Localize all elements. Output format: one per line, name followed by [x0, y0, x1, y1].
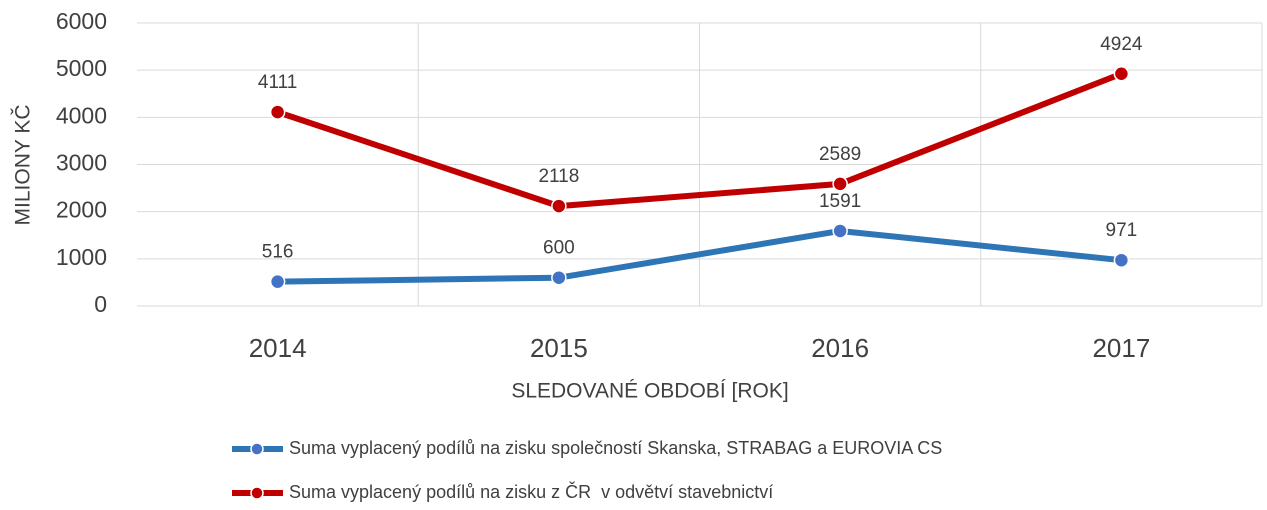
y-tick-label: 0: [94, 291, 107, 317]
data-point: [269, 104, 286, 120]
x-tick-label: 2016: [811, 333, 869, 363]
data-label: 971: [1106, 220, 1138, 241]
data-label: 2589: [819, 144, 861, 165]
data-point: [1113, 252, 1130, 268]
data-label: 516: [262, 242, 294, 263]
data-point: [832, 223, 848, 239]
y-tick-label: 4000: [56, 102, 107, 128]
data-label: 4111: [258, 72, 297, 93]
data-label: 600: [543, 238, 575, 259]
data-label: 2118: [538, 166, 579, 187]
data-point: [269, 273, 286, 290]
legend-label: Suma vyplacený podílů na zisku společnos…: [289, 438, 942, 458]
y-tick-label: 3000: [56, 150, 107, 176]
data-label: 4924: [1100, 34, 1143, 55]
y-tick-label: 2000: [56, 197, 107, 223]
data-point: [551, 269, 567, 286]
y-tick-label: 5000: [56, 55, 107, 81]
y-tick-label: 1000: [56, 244, 107, 270]
x-tick-label: 2014: [249, 333, 307, 363]
series-line: [276, 70, 1123, 210]
x-tick-label: 2015: [530, 333, 588, 363]
x-axis-title: SLEDOVANÉ OBDOBÍ [ROK]: [511, 380, 788, 403]
data-point: [551, 198, 567, 214]
y-tick-label: 6000: [56, 8, 107, 34]
y-axis-title: MILIONY KČ: [12, 105, 35, 226]
x-tick-label: 2017: [1092, 333, 1150, 363]
data-label: 1591: [819, 191, 861, 212]
data-point: [1113, 66, 1130, 82]
data-point: [832, 176, 848, 192]
legend-label: Suma vyplacený podílů na zisku z ČR v od…: [289, 481, 773, 502]
series-line: [277, 227, 1122, 285]
legend-marker: [250, 486, 264, 500]
legend-marker: [250, 442, 264, 456]
